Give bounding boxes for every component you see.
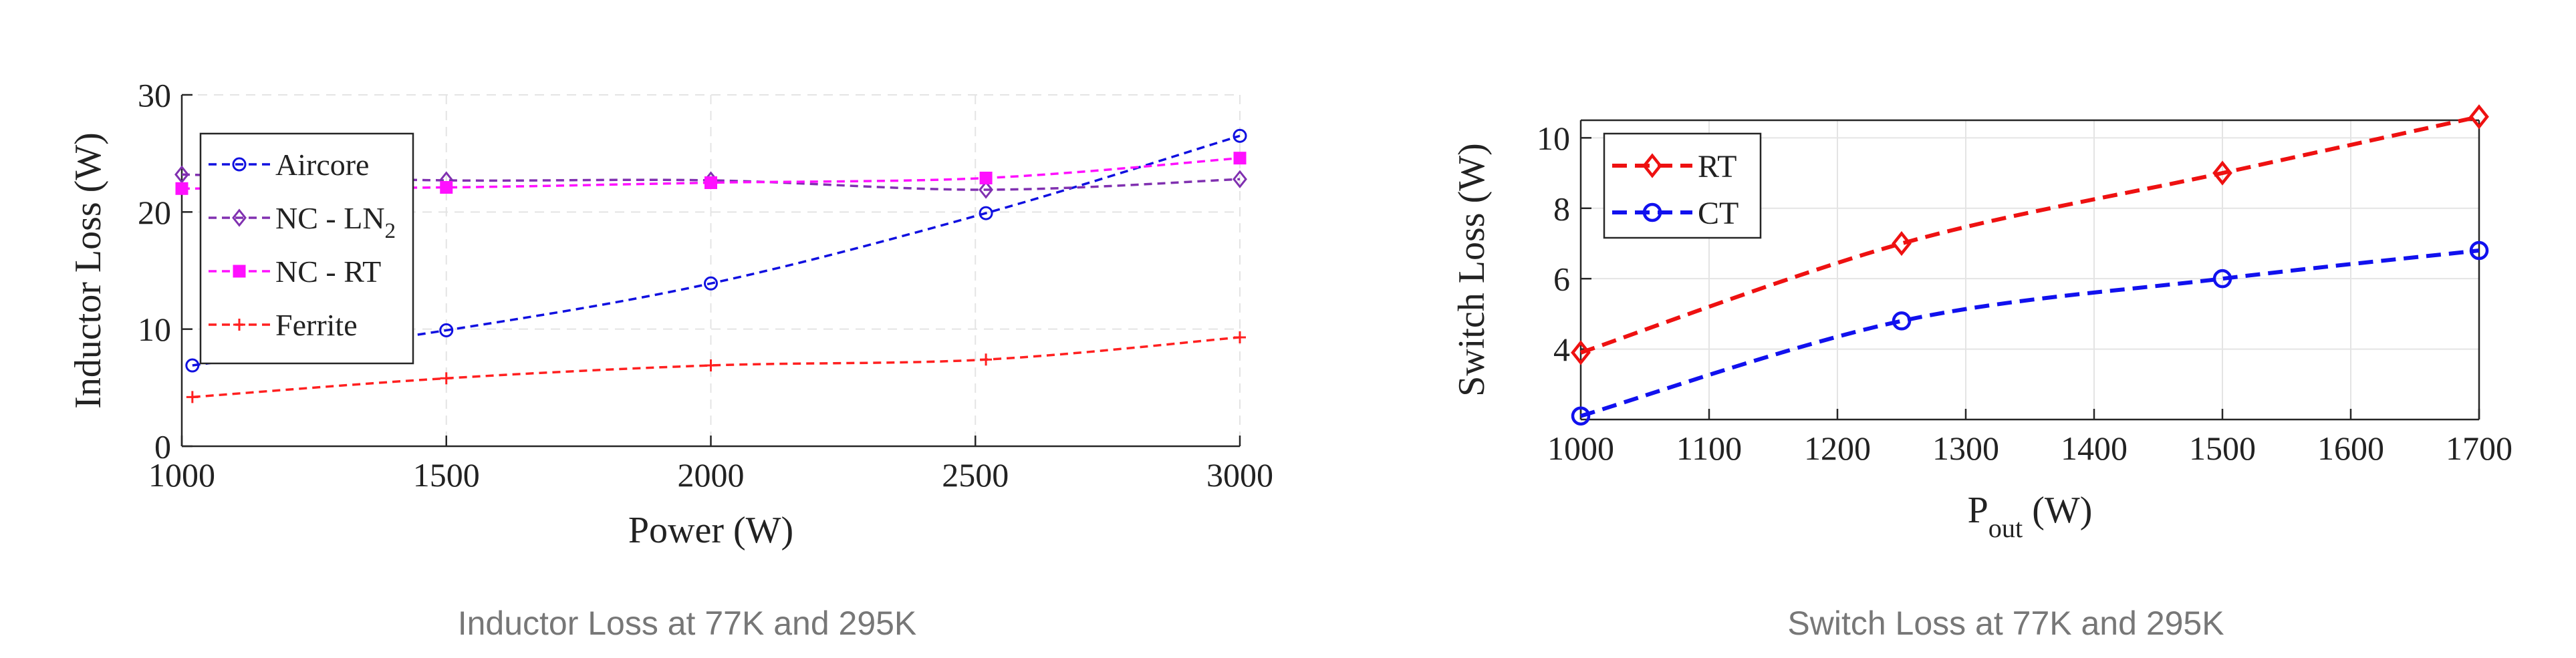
x-tick-label: 1600 <box>2317 430 2384 467</box>
x-axis-label-unit: (W) <box>2023 490 2092 531</box>
data-point <box>704 276 718 291</box>
data-point <box>175 182 188 195</box>
data-point <box>2469 240 2489 261</box>
legend-entry: RT <box>1612 149 1736 184</box>
data-point <box>1571 406 1591 426</box>
data-point <box>979 206 993 220</box>
x-tick-label: 2000 <box>678 456 745 494</box>
data-point <box>704 359 717 372</box>
legend-label: Ferrite <box>275 308 358 342</box>
legend-label-subscript: 2 <box>385 218 396 243</box>
x-tick-label: 1100 <box>1676 430 1742 467</box>
series-1 <box>1571 240 2489 426</box>
x-axis-label: Power (W) <box>628 510 793 551</box>
legend-entry: NC - LN2 <box>209 201 396 243</box>
legend-label-main: CT <box>1698 196 1738 231</box>
y-tick-label: 10 <box>1537 120 1570 157</box>
legend-marker <box>233 319 245 331</box>
y-tick-label: 8 <box>1553 190 1570 227</box>
x-tick-label: 1200 <box>1804 430 1871 467</box>
data-point <box>2469 104 2489 130</box>
x-tick-label: 1300 <box>1932 430 1999 467</box>
x-tick-label: 1400 <box>2061 430 2128 467</box>
data-point <box>979 171 993 184</box>
data-point <box>1571 340 1591 365</box>
series-line <box>192 336 1241 399</box>
x-tick-label: 1000 <box>148 456 215 494</box>
y-tick-label: 0 <box>154 428 171 466</box>
figure-caption: Inductor Loss at 77K and 295K <box>458 605 917 642</box>
legend: RT CT <box>1603 132 1762 239</box>
legend-entry: CT <box>1612 196 1738 231</box>
legend-marker <box>232 208 247 227</box>
legend-label: RT <box>1698 149 1736 184</box>
data-point <box>440 181 453 194</box>
series-line <box>1580 249 2480 418</box>
data-point <box>1233 152 1247 165</box>
x-tick-label: 2500 <box>942 456 1009 494</box>
legend-box <box>1603 132 1762 239</box>
series-0 <box>1571 104 2489 365</box>
x-tick-label: 1500 <box>413 456 480 494</box>
switch-loss-chart: 1000 1100 1200 1300 1400 1500 1600 1700 4 6 8 10 Pou… <box>1451 104 2513 642</box>
data-point <box>1892 230 1912 257</box>
data-point <box>186 391 199 403</box>
data-point <box>1234 331 1246 343</box>
series-3 <box>186 331 1246 403</box>
y-tick-label: 6 <box>1553 261 1570 298</box>
legend-label: NC - LN2 <box>275 201 396 243</box>
x-tick-label: 1700 <box>2446 430 2513 467</box>
data-point <box>979 180 994 199</box>
x-tick-label: 1000 <box>1547 430 1614 467</box>
legend-label-main: NC - LN <box>275 201 385 235</box>
data-point <box>439 323 454 337</box>
legend-marker <box>1642 202 1662 222</box>
data-point <box>1233 170 1247 188</box>
legend-label-main: NC - RT <box>275 255 381 289</box>
data-point <box>1892 311 1912 331</box>
x-axis-label-main: Power (W) <box>628 510 793 551</box>
legend-entry: NC - RT <box>209 255 381 289</box>
legend-entry: Ferrite <box>209 308 358 342</box>
legend-marker <box>233 265 246 278</box>
y-axis-label: Switch Loss (W) <box>1451 143 1493 397</box>
data-point <box>704 176 717 189</box>
x-tick-label: 1500 <box>2189 430 2256 467</box>
legend-entry: Aircore <box>209 148 369 182</box>
x-tick-label: 3000 <box>1206 456 1273 494</box>
x-axis-label-main: P <box>1968 490 1988 531</box>
data-point <box>174 165 189 184</box>
legend-marker <box>232 157 247 172</box>
legend-label-main: Ferrite <box>275 308 358 342</box>
legend-marker <box>1642 153 1662 178</box>
y-tick-label: 20 <box>138 194 171 231</box>
legend-label-main: Aircore <box>275 148 369 182</box>
data-point <box>980 353 993 366</box>
x-axis-label: Pout (W) <box>1968 490 2093 543</box>
data-point <box>185 358 200 373</box>
data-point <box>2212 160 2232 186</box>
data-point <box>2212 269 2232 289</box>
legend-label: NC - RT <box>275 255 381 289</box>
y-axis-label: Inductor Loss (W) <box>68 132 109 409</box>
legend-label-main: RT <box>1698 149 1736 184</box>
data-point <box>1233 128 1247 143</box>
series-line <box>1580 114 2480 355</box>
y-tick-label: 4 <box>1553 331 1570 368</box>
y-tick-label: 10 <box>138 311 171 348</box>
figure-caption: Switch Loss at 77K and 295K <box>1787 605 2224 642</box>
y-tick-label: 30 <box>138 77 171 114</box>
x-axis-label-subscript: out <box>1988 513 2023 543</box>
legend-label: CT <box>1698 196 1738 231</box>
legend-label: Aircore <box>275 148 369 182</box>
data-point <box>440 372 453 385</box>
inductor-loss-chart: 1000 1500 2000 2500 3000 0 10 20 30 Power (W) Indu… <box>68 77 1273 643</box>
